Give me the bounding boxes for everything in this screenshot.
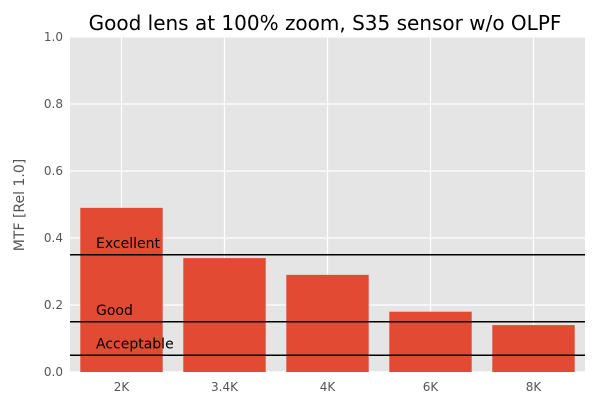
y-tick-label: 0.2 (44, 298, 63, 312)
y-tick-label: 1.0 (44, 30, 63, 44)
x-tick-label: 3.4K (211, 380, 239, 394)
tick-labels: 0.0 0.2 0.4 0.6 0.8 1.0 2K 3.4K 4K 6K 8K (44, 30, 542, 394)
reference-label: Excellent (96, 236, 160, 252)
y-tick-label: 0.6 (44, 164, 63, 178)
y-tick-label: 0.4 (44, 231, 63, 245)
reference-lines: Excellent Good Acceptable (70, 236, 585, 357)
x-tick-label: 4K (320, 380, 337, 394)
x-tick-label: 2K (114, 380, 131, 394)
y-axis-label: MTF [Rel 1.0] (12, 159, 28, 251)
y-tick-label: 0.8 (44, 97, 63, 111)
bar (286, 274, 369, 372)
x-tick-label: 8K (526, 380, 543, 394)
x-tick-label: 6K (423, 380, 440, 394)
bar (183, 258, 266, 372)
bar (492, 325, 575, 372)
reference-label: Acceptable (96, 336, 174, 352)
reference-label: Good (96, 303, 133, 319)
chart-title: Good lens at 100% zoom, S35 sensor w/o O… (89, 11, 562, 35)
bar (389, 311, 472, 372)
y-tick-label: 0.0 (44, 365, 63, 379)
bar (80, 207, 163, 372)
